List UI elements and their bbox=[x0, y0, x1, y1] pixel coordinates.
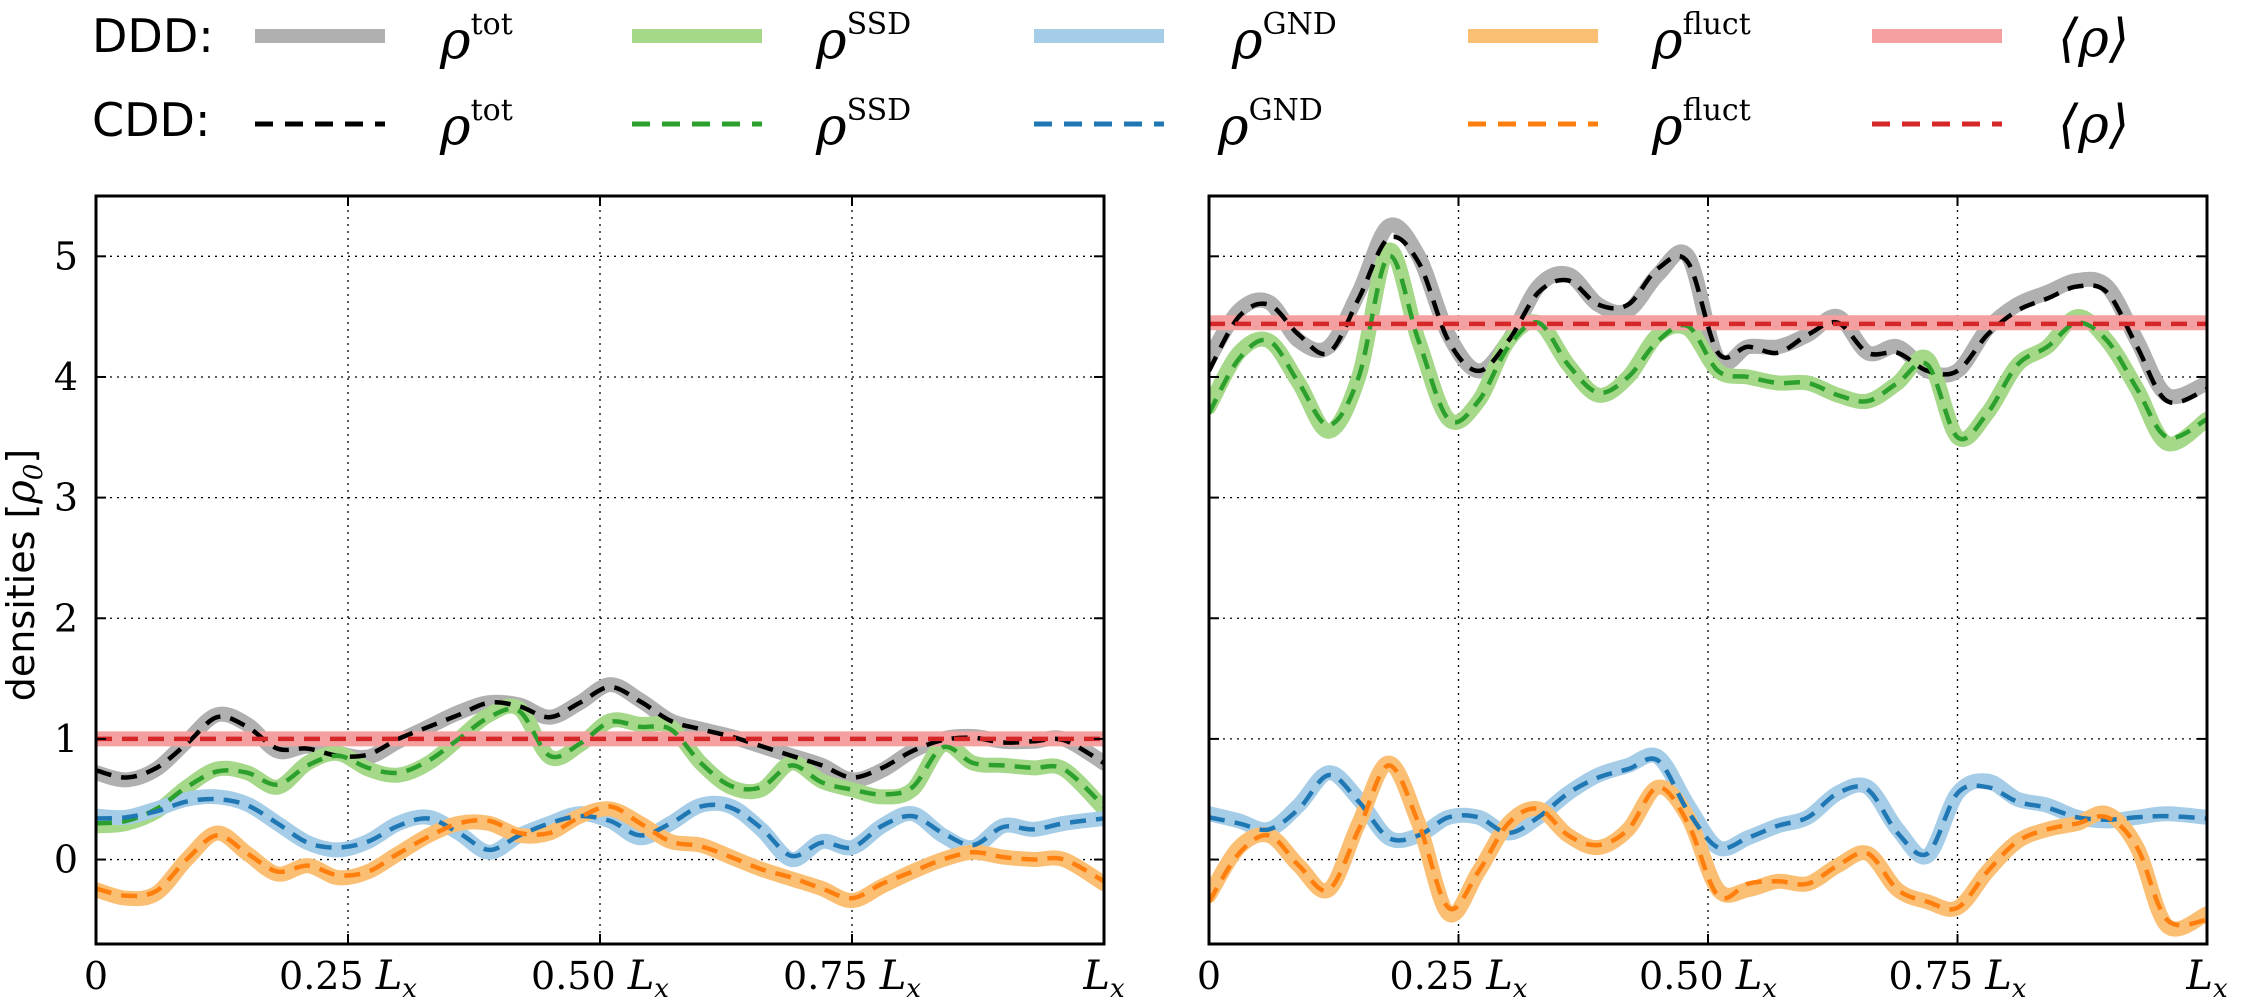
series-gnd-cdd bbox=[1209, 756, 2207, 858]
legend-row-label-cdd: CDD: bbox=[92, 93, 210, 147]
grid bbox=[96, 196, 1104, 944]
legend-label-ddd-ssd: ρSSD bbox=[815, 7, 911, 71]
y-axis-label: densities [ρ0] bbox=[0, 449, 49, 701]
series-group bbox=[1209, 217, 2207, 937]
y-tick-label: 2 bbox=[54, 596, 78, 640]
right-panel: 0 0.25 Lx 0.50 Lx 0.75 Lx Lx bbox=[1197, 194, 2228, 1004]
series-group bbox=[96, 677, 1104, 909]
x-tick-label: 0.25 Lx bbox=[1390, 953, 1528, 1004]
ticks: 0 0.25 Lx 0.50 Lx 0.75 Lx Lx bbox=[1197, 196, 2228, 1004]
y-tick-label: 5 bbox=[54, 234, 78, 278]
legend-label-cdd-fluct: ρfluct bbox=[1651, 93, 1751, 157]
x-tick-label: 0 bbox=[84, 954, 108, 998]
series-fluct-cdd bbox=[1209, 763, 2207, 928]
legend-label-ddd-mean: ⟨ρ⟩ bbox=[2058, 9, 2129, 69]
y-tick-label: 4 bbox=[54, 355, 78, 399]
ticks: 0 1 2 3 4 5 0 0.25 Lx 0.50 Lx 0.75 Lx Lx bbox=[54, 196, 1125, 1004]
series-gnd-cdd bbox=[96, 796, 1104, 859]
x-tick-label: 0.75 Lx bbox=[1889, 953, 2027, 1004]
y-tick-label: 3 bbox=[54, 476, 78, 520]
x-tick-label: Lx bbox=[2185, 953, 2228, 1004]
legend: DDD: CDD: ρtot ρtot ρSSD ρSSD ρGND ρGND … bbox=[92, 7, 2129, 157]
legend-label-cdd-mean: ⟨ρ⟩ bbox=[2058, 95, 2129, 155]
series-ssd-cdd bbox=[1209, 254, 2207, 442]
series-ssd-cdd bbox=[96, 706, 1104, 826]
left-panel: 0 1 2 3 4 5 0 0.25 Lx 0.50 Lx 0.75 Lx Lx bbox=[54, 194, 1125, 1004]
series-tot-ddd bbox=[1209, 217, 2207, 405]
legend-label-ddd-fluct: ρfluct bbox=[1651, 7, 1751, 71]
legend-label-cdd-tot: ρtot bbox=[439, 93, 513, 157]
legend-label-ddd-gnd: ρGND bbox=[1231, 7, 1337, 71]
y-tick-label: 1 bbox=[54, 717, 78, 761]
legend-label-ddd-tot: ρtot bbox=[439, 7, 513, 71]
x-tick-label: Lx bbox=[1082, 953, 1125, 1004]
series-tot-cdd bbox=[1209, 234, 2207, 405]
legend-label-cdd-ssd: ρSSD bbox=[815, 93, 911, 157]
x-tick-label: 0.50 Lx bbox=[531, 953, 669, 1004]
x-tick-label: 0.50 Lx bbox=[1639, 953, 1777, 1004]
x-tick-label: 0.75 Lx bbox=[783, 953, 921, 1004]
x-tick-label: 0 bbox=[1197, 954, 1221, 998]
legend-row-label-ddd: DDD: bbox=[92, 9, 214, 63]
y-tick-label: 0 bbox=[54, 838, 78, 882]
legend-label-cdd-gnd: ρGND bbox=[1217, 93, 1323, 157]
series-fluct-cdd bbox=[96, 804, 1104, 901]
x-tick-label: 0.25 Lx bbox=[279, 953, 417, 1004]
